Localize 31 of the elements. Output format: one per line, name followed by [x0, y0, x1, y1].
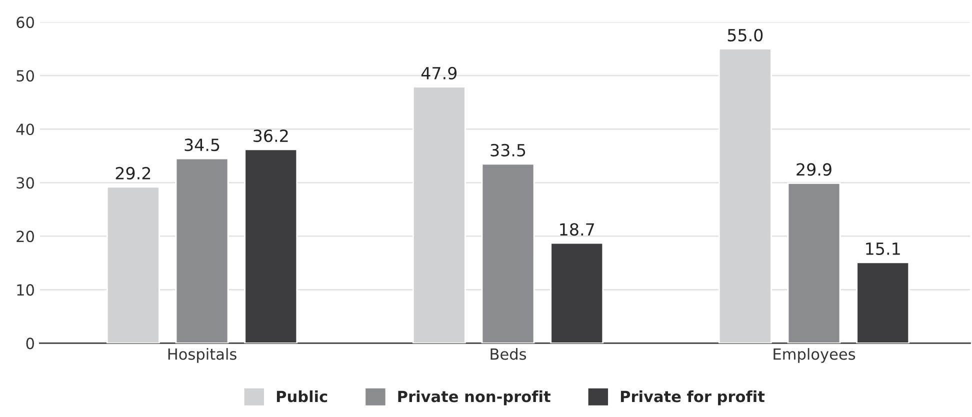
x-tick-label: Employees	[774, 348, 856, 363]
data-label: 29.9	[796, 163, 832, 176]
y-tick-label: 10	[17, 284, 34, 296]
bar	[244, 148, 298, 344]
data-label: 33.5	[490, 144, 526, 157]
data-label: 34.5	[184, 138, 220, 152]
x-tick-label: Hospitals	[168, 348, 236, 363]
legend-label: Private non-profit	[398, 390, 550, 406]
legend-label: Private for profit	[620, 390, 765, 406]
y-tick-label: 20	[16, 230, 34, 242]
data-label: 29.2	[116, 166, 150, 180]
bar	[856, 262, 910, 344]
y-tick-label: 50	[16, 70, 34, 82]
y-tick-label: 0	[26, 338, 34, 350]
x-tick-label: Beds	[490, 348, 526, 360]
bar	[412, 86, 466, 344]
y-tick-label: 60	[16, 16, 34, 28]
legend-label: Public	[276, 390, 328, 402]
data-label: 18.7	[560, 223, 594, 236]
y-tick-label: 30	[16, 177, 34, 189]
data-label: 47.9	[421, 66, 457, 80]
data-label: 15.1	[866, 242, 900, 255]
data-label: 36.2	[254, 129, 288, 142]
bar	[106, 186, 160, 344]
data-label: 55.0	[728, 28, 763, 42]
bar	[787, 182, 841, 344]
bar	[550, 242, 604, 344]
y-tick-label: 40	[16, 124, 34, 136]
bar	[481, 163, 535, 344]
bar	[718, 48, 772, 344]
bar	[175, 158, 229, 344]
